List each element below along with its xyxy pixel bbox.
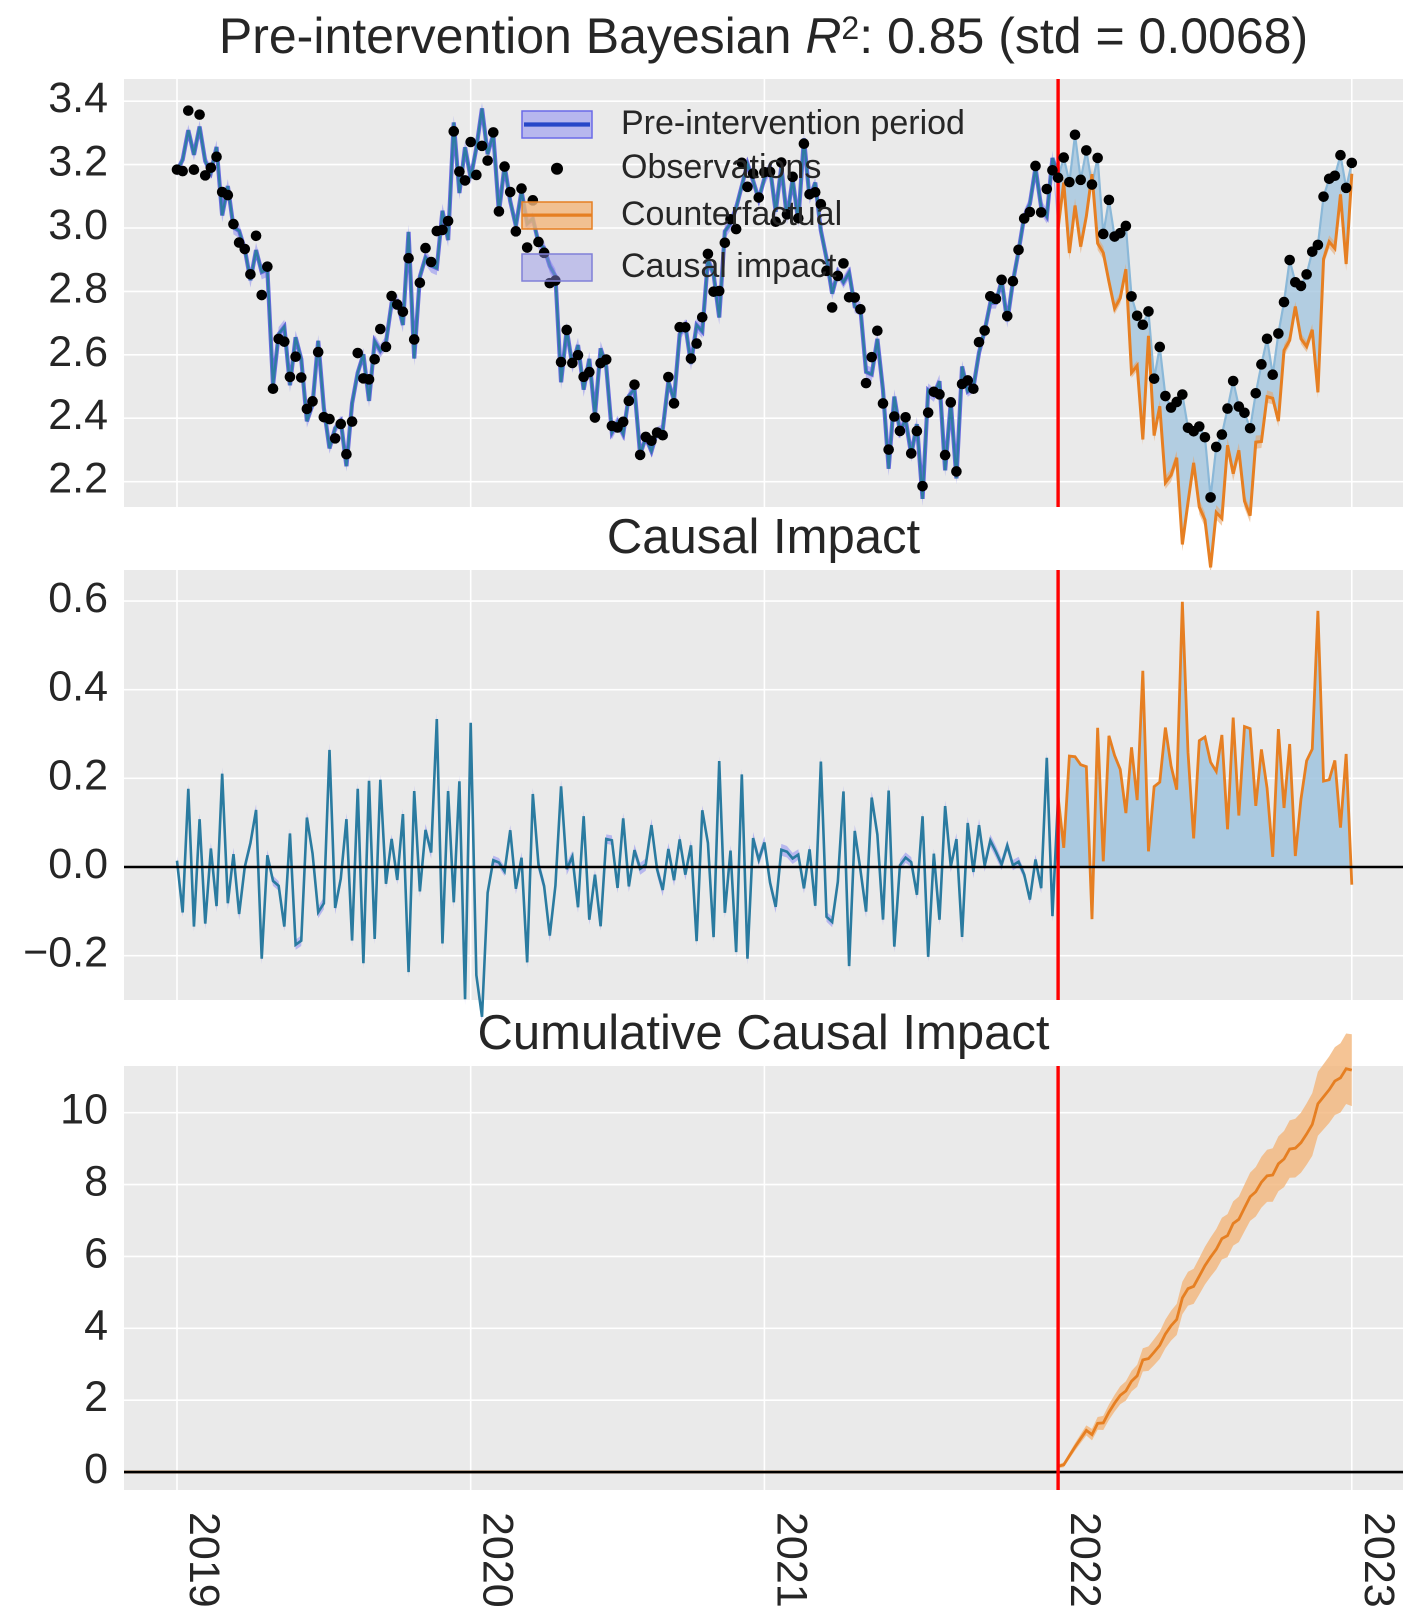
svg-text:2.8: 2.8 <box>48 264 108 312</box>
svg-text:Counterfactual: Counterfactual <box>621 195 842 233</box>
svg-text:2: 2 <box>84 1373 108 1421</box>
svg-text:Pre-intervention Bayesian R2:: Pre-intervention Bayesian R2: 0.85 (std … <box>219 8 1308 64</box>
svg-text:Causal Impact: Causal Impact <box>607 510 921 564</box>
svg-text:Cumulative Causal Impact: Cumulative Causal Impact <box>478 1006 1050 1060</box>
svg-text:2021: 2021 <box>767 1512 815 1608</box>
svg-text:3.4: 3.4 <box>48 74 108 122</box>
svg-text:2019: 2019 <box>180 1512 228 1608</box>
svg-text:Pre-intervention period: Pre-intervention period <box>621 104 965 142</box>
svg-text:Causal impact: Causal impact <box>621 247 837 285</box>
svg-text:0.0: 0.0 <box>48 840 108 888</box>
svg-text:3.2: 3.2 <box>48 138 108 186</box>
svg-text:2023: 2023 <box>1355 1512 1403 1608</box>
svg-text:0.2: 0.2 <box>48 751 108 799</box>
svg-text:10: 10 <box>60 1086 108 1134</box>
svg-text:2.4: 2.4 <box>48 391 108 439</box>
svg-text:4: 4 <box>84 1301 108 1349</box>
svg-text:6: 6 <box>84 1229 108 1277</box>
svg-text:0.4: 0.4 <box>48 663 108 711</box>
svg-text:3.0: 3.0 <box>48 201 108 249</box>
svg-text:Observations: Observations <box>621 148 821 186</box>
svg-text:2022: 2022 <box>1061 1512 1109 1608</box>
svg-text:0.6: 0.6 <box>48 574 108 622</box>
svg-text:8: 8 <box>84 1158 108 1206</box>
svg-text:0: 0 <box>84 1445 108 1493</box>
svg-text:2020: 2020 <box>474 1512 522 1608</box>
svg-text:2.6: 2.6 <box>48 328 108 376</box>
svg-text:−0.2: −0.2 <box>23 929 108 977</box>
svg-text:2.2: 2.2 <box>48 455 108 503</box>
